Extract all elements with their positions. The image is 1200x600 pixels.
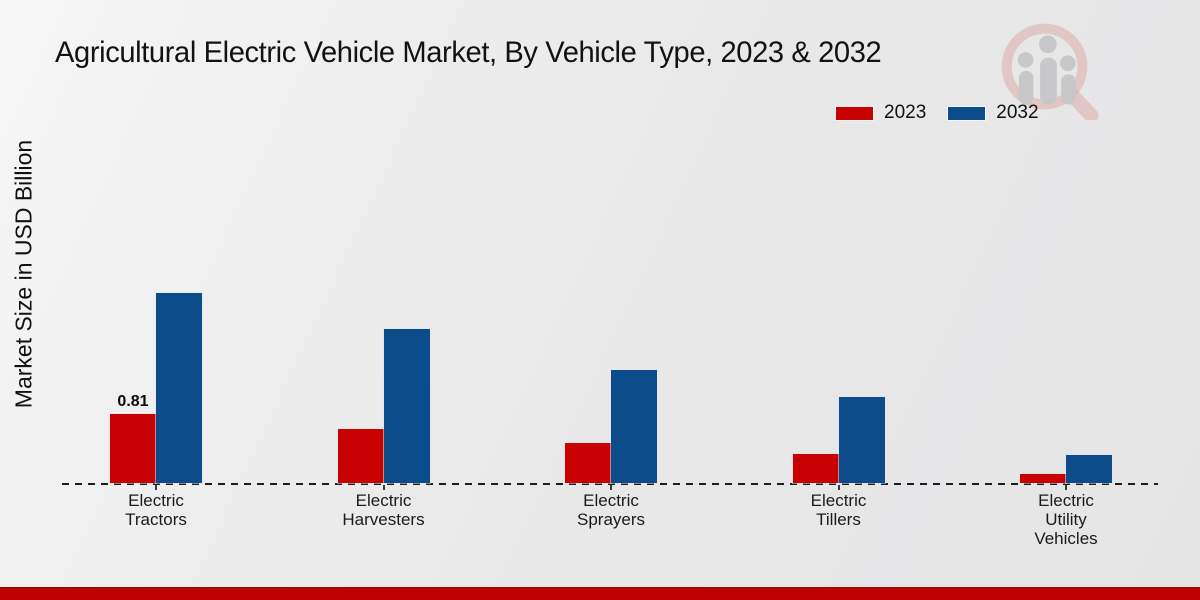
x-axis-category-label-electric-tillers: Electric Tillers — [810, 491, 867, 529]
bar-2032-electric-utility-vehicles — [1066, 454, 1112, 483]
bar-2032-electric-tillers — [838, 397, 885, 483]
x-axis-category-label-electric-tractors: Electric Tractors — [125, 491, 187, 529]
legend-swatch-2032 — [948, 106, 986, 120]
x-axis-tick-electric-utility-vehicles — [1065, 485, 1067, 490]
bar-2032-electric-sprayers — [611, 369, 657, 483]
legend: 2023 2032 — [836, 102, 1039, 124]
bar-2023-electric-harvesters — [337, 428, 384, 483]
bar-value-label-electric-tractors: 0.81 — [117, 392, 149, 410]
x-axis-tick-electric-tractors — [155, 485, 157, 490]
bar-2032-electric-tractors — [156, 292, 202, 483]
x-axis-tick-electric-harvesters — [382, 485, 385, 490]
legend-item-2023: 2023 — [836, 102, 926, 124]
brand-watermark-icon — [1001, 23, 1099, 120]
bar-2032-electric-harvesters — [383, 328, 430, 483]
chart-title: Agricultural Electric Vehicle Market, By… — [55, 36, 882, 69]
legend-swatch-2023 — [836, 106, 873, 120]
bar-2023-electric-tillers — [792, 453, 839, 483]
legend-item-2032: 2032 — [948, 102, 1039, 124]
x-axis-tick-electric-tillers — [837, 485, 840, 490]
x-axis-category-label-electric-harvesters: Electric Harvesters — [342, 491, 425, 529]
bar-2023-electric-utility-vehicles — [1020, 474, 1066, 483]
x-axis-dashed-baseline — [62, 483, 1158, 485]
bar-2023-electric-tractors — [110, 413, 156, 483]
legend-label-2032: 2032 — [996, 102, 1039, 123]
bar-2023-electric-sprayers — [565, 442, 611, 483]
x-axis-category-label-electric-sprayers: Electric Sprayers — [576, 491, 646, 529]
x-axis-tick-electric-sprayers — [610, 485, 612, 490]
x-axis-category-label-electric-utility-vehicles: Electric Utility Vehicles — [1034, 491, 1098, 548]
legend-label-2023: 2023 — [884, 102, 927, 123]
footer-accent-band — [0, 587, 1200, 600]
